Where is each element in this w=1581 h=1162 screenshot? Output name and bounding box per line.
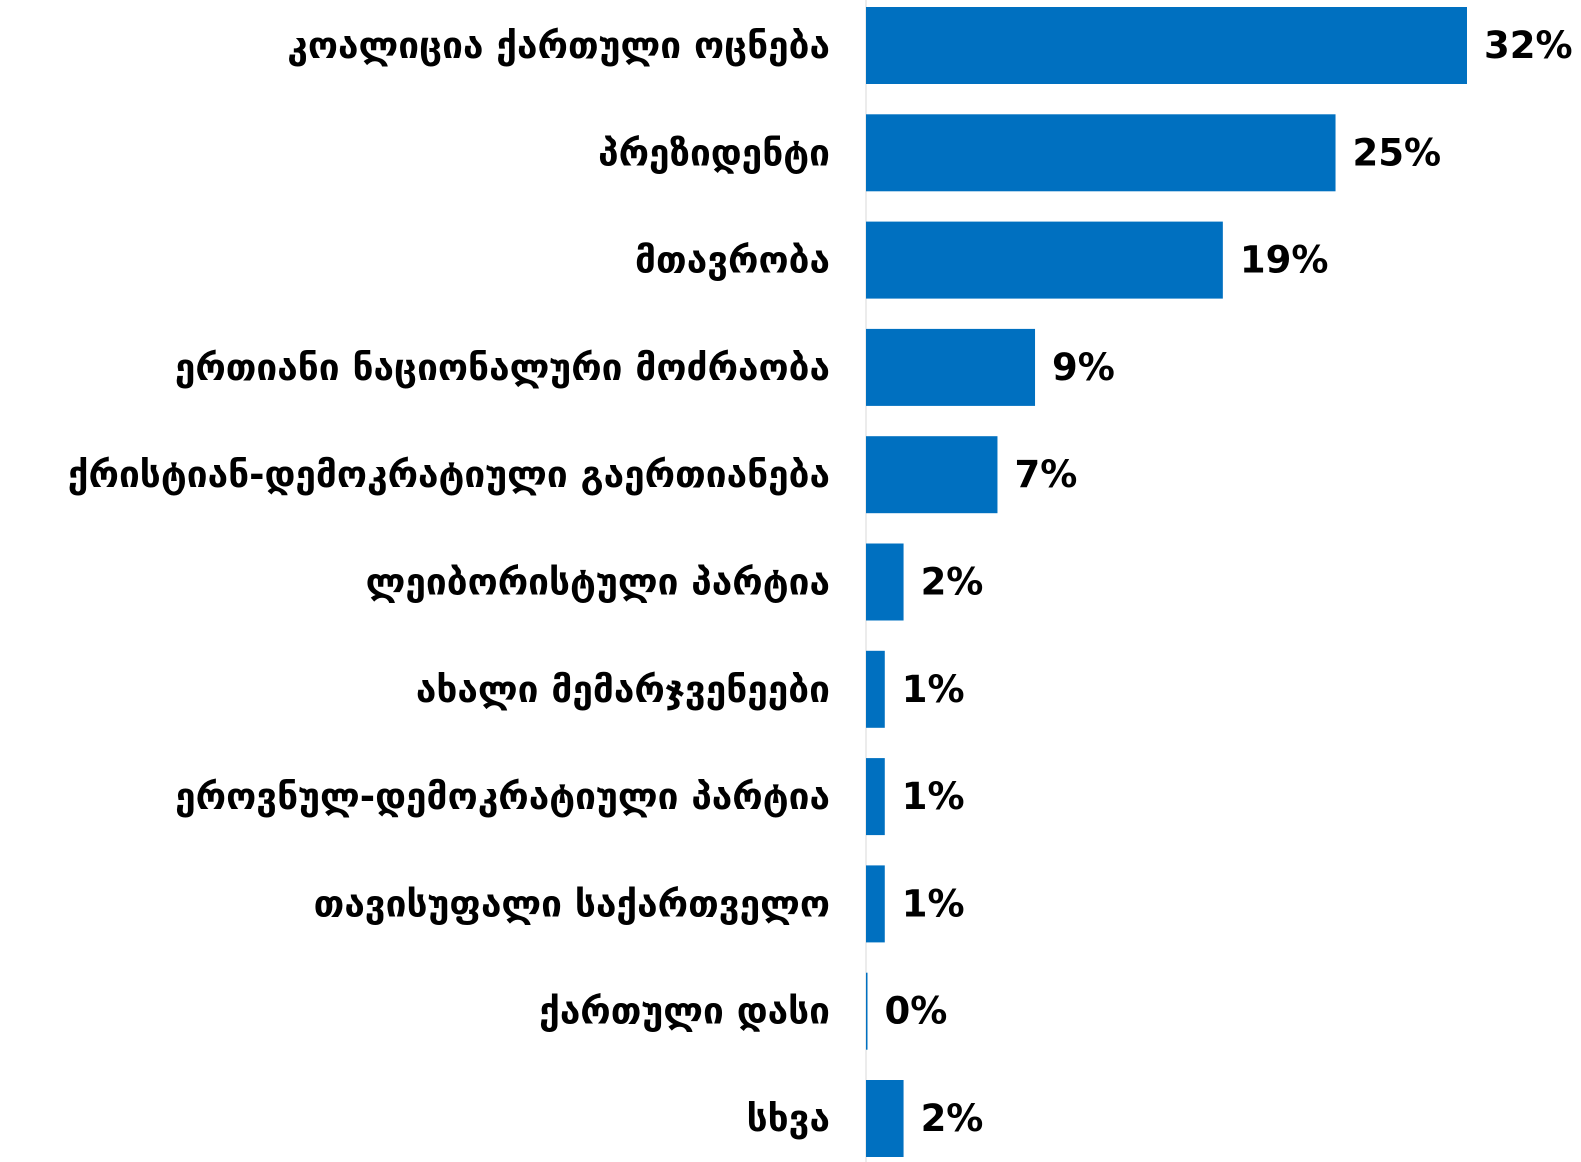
bar (866, 758, 885, 836)
category-labels: კოალიცია ქართული ოცნება პრეზიდენტი მთავრობ… (68, 24, 830, 1140)
value-label: 2% (921, 561, 984, 604)
value-label: 7% (1014, 453, 1077, 496)
bar (866, 972, 868, 1050)
value-label: 0% (885, 990, 948, 1033)
bar (866, 221, 1223, 299)
bar (866, 650, 885, 728)
value-label: 1% (902, 775, 965, 818)
category-label: ერთიანი ნაციონალური მოძრაობა (175, 346, 830, 389)
bar (866, 543, 904, 621)
value-labels: 32% 25% 19% 9% 7% 2% 1% 1% 1% 0% 2% (885, 24, 1573, 1140)
category-label: ახალი მემარჯვენეები (416, 668, 830, 711)
bar (866, 436, 998, 514)
value-label: 1% (902, 882, 965, 925)
category-label: მთავრობა (635, 239, 830, 282)
bar (866, 114, 1336, 192)
value-label: 25% (1353, 131, 1442, 174)
category-label: თავისუფალი საქართველო (314, 882, 830, 925)
bar (866, 7, 1467, 84)
category-label: ეროვნულ-დემოკრატიული პარტია (175, 775, 830, 818)
bars (866, 7, 1467, 1157)
value-label: 2% (921, 1097, 984, 1140)
category-label: პრეზიდენტი (598, 131, 830, 174)
value-label: 19% (1240, 239, 1329, 282)
value-label: 32% (1484, 24, 1573, 67)
category-label: ქართული დასი (539, 990, 830, 1033)
bar (866, 1080, 904, 1157)
bar (866, 865, 885, 943)
category-label: ლეიბორისტული პარტია (366, 561, 830, 604)
value-label: 9% (1052, 346, 1115, 389)
category-label: სხვა (747, 1097, 830, 1140)
category-label: კოალიცია ქართული ოცნება (287, 24, 830, 67)
value-label: 1% (902, 668, 965, 711)
bar (866, 328, 1036, 406)
category-label: ქრისტიან-დემოკრატიული გაერთიანება (68, 453, 830, 496)
